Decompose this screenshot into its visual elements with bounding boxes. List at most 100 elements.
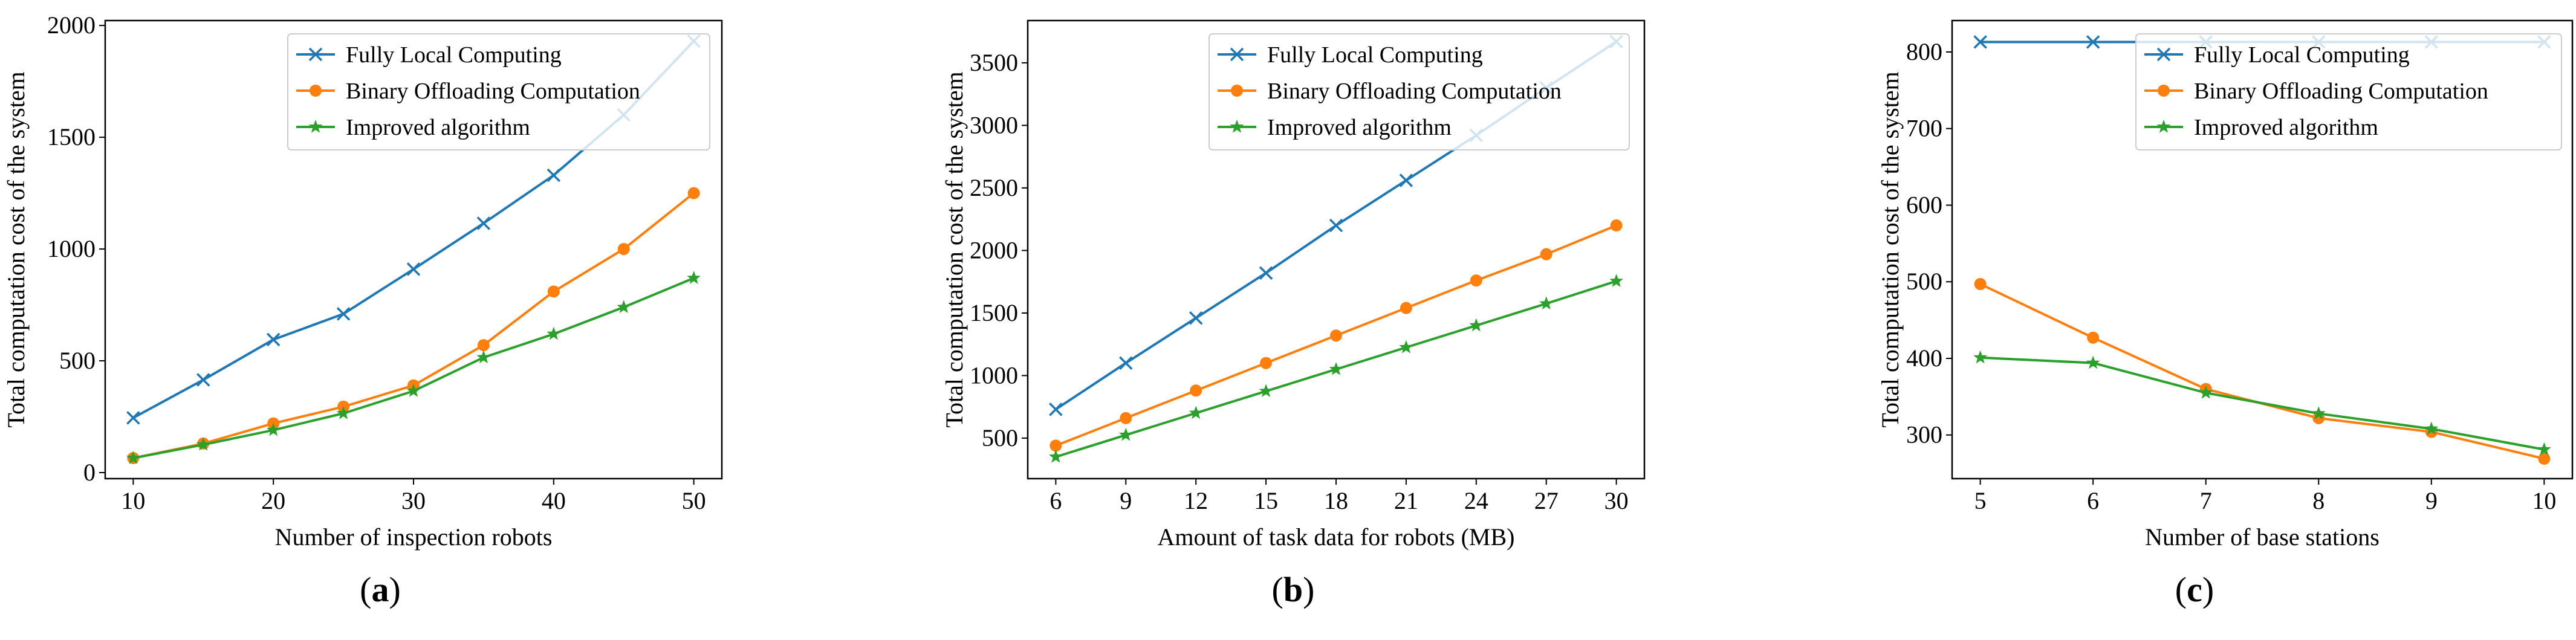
data-point-fully_local [1049, 402, 1063, 416]
data-point-fully_local [266, 332, 281, 347]
legend-marker-binary [310, 85, 322, 97]
data-point-binary [1974, 278, 1987, 291]
x-tick-label: 7 [2200, 487, 2212, 514]
data-point-fully_local [336, 307, 351, 321]
data-point-binary [1470, 274, 1482, 287]
data-point-fully_local [1189, 311, 1203, 325]
x-axis-label: Amount of task data for robots (MB) [1157, 523, 1514, 551]
legend-box [1209, 33, 1630, 150]
y-tick-label: 2500 [970, 174, 1018, 201]
data-point-fully_local [1119, 356, 1133, 370]
data-point-fully_local [1329, 218, 1343, 233]
legend-label: Improved algorithm [1267, 115, 1452, 140]
data-point-improved [547, 326, 561, 340]
y-tick-label: 1500 [970, 299, 1018, 326]
legend-label: Fully Local Computing [346, 42, 562, 68]
data-point-improved [196, 437, 210, 451]
legend-marker-binary [1231, 85, 1243, 97]
caption-letter: c [2187, 570, 2202, 609]
x-axis-label: Number of base stations [2145, 523, 2380, 551]
x-tick-label: 30 [401, 487, 426, 514]
data-point-binary [1120, 412, 1132, 424]
caption-paren: ( [1272, 570, 1283, 609]
legend-label: Improved algorithm [2194, 115, 2378, 140]
caption-letter: b [1283, 570, 1303, 609]
legend-marker-improved [308, 120, 323, 133]
data-point-binary [1540, 248, 1552, 260]
legend-marker-improved [1230, 120, 1244, 133]
data-point-binary [1400, 302, 1412, 314]
data-point-binary [477, 339, 490, 352]
legend: Fully Local Computing Binary Offloading C… [2135, 33, 2562, 150]
x-tick-label: 9 [1120, 487, 1132, 514]
caption-letter: a [372, 570, 389, 609]
caption-paren: ( [2175, 570, 2187, 609]
legend-label: Improved algorithm [346, 115, 530, 140]
data-point-improved [2086, 355, 2100, 369]
y-tick-label: 3500 [970, 49, 1018, 76]
y-axis-label: Total computation cost of the system [941, 71, 968, 427]
x-tick-label: 9 [2425, 487, 2438, 514]
data-point-binary [687, 187, 700, 199]
data-point-improved [1189, 406, 1203, 419]
data-point-improved [1049, 450, 1063, 463]
subfigure-caption: (b) [1272, 570, 1315, 609]
caption-paren: ) [2202, 570, 2214, 609]
y-tick-label: 500 [982, 424, 1018, 451]
y-tick-label: 400 [1906, 344, 1942, 372]
legend-label: Fully Local Computing [2194, 42, 2410, 68]
y-tick-label: 1000 [970, 361, 1018, 389]
data-point-fully_local [126, 411, 140, 425]
y-tick-label: 600 [1906, 191, 1942, 218]
data-point-binary [1190, 384, 1202, 397]
legend-label: Binary Offloading Computation [2194, 79, 2488, 104]
legend-label: Fully Local Computing [1267, 42, 1483, 68]
chart-c: 5 6 7 8 9 10 300 400 500 600 700 800 Number of base … [1877, 19, 2574, 609]
data-point-improved [1469, 318, 1484, 332]
data-point-improved [1973, 350, 1987, 364]
data-point-fully_local [547, 168, 561, 183]
legend-box [2135, 33, 2562, 150]
x-tick-label: 10 [2532, 487, 2556, 514]
caption-paren: ( [360, 570, 371, 609]
data-point-improved [476, 350, 491, 364]
data-point-improved [336, 406, 351, 419]
series-line-binary [1979, 283, 2545, 460]
data-point-fully_local [1399, 173, 1413, 187]
data-point-binary [1050, 439, 1062, 452]
x-tick-label: 18 [1324, 487, 1348, 514]
y-axis-label: Total computation cost of the system [2, 71, 30, 427]
y-tick-label: 500 [59, 347, 96, 374]
data-point-binary [617, 243, 630, 256]
x-tick-label: 6 [1050, 487, 1062, 514]
legend-marker-fully_local [1230, 47, 1244, 62]
data-point-improved [1399, 340, 1413, 354]
data-point-improved [2311, 406, 2326, 419]
series-line-improved [133, 277, 695, 459]
data-point-improved [1118, 427, 1133, 441]
data-point-improved [266, 422, 281, 436]
x-tick-label: 12 [1184, 487, 1208, 514]
legend-label: Binary Offloading Computation [346, 79, 640, 104]
x-tick-label: 20 [261, 487, 285, 514]
data-point-improved [406, 384, 421, 397]
data-point-fully_local [1973, 35, 1987, 49]
y-tick-label: 300 [1906, 421, 1942, 448]
y-tick-label: 3000 [970, 111, 1018, 138]
y-tick-label: 800 [1906, 38, 1942, 65]
x-tick-label: 50 [682, 487, 706, 514]
x-tick-label: 40 [542, 487, 566, 514]
data-point-improved [1609, 274, 1623, 287]
legend-marker-fully_local [308, 47, 323, 62]
data-point-binary [1610, 219, 1623, 232]
data-point-improved [617, 300, 631, 313]
data-point-fully_local [196, 373, 210, 387]
y-tick-label: 500 [1906, 268, 1942, 295]
y-tick-label: 2000 [47, 11, 96, 39]
y-tick-label: 700 [1906, 115, 1942, 142]
y-tick-label: 0 [83, 459, 96, 486]
x-tick-label: 15 [1254, 487, 1278, 514]
x-tick-label: 21 [1394, 487, 1418, 514]
